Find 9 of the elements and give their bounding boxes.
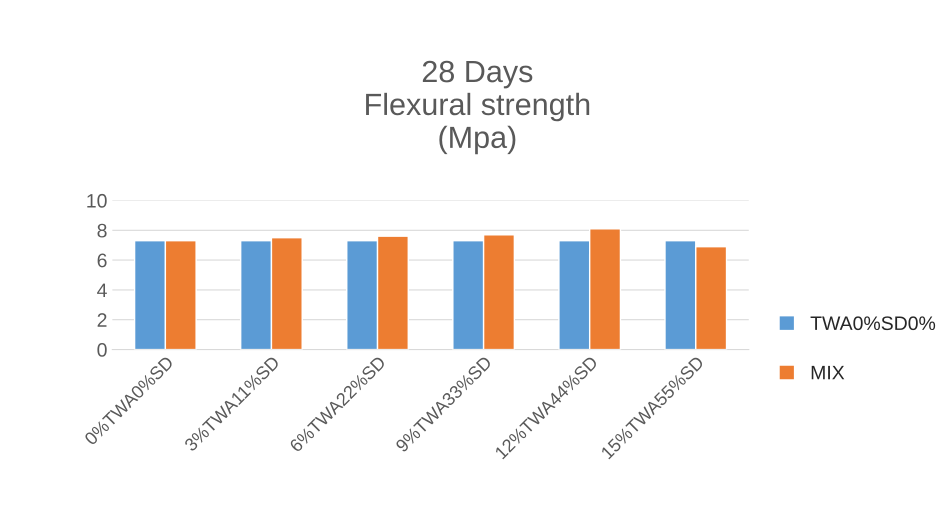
y-tick-label: 10 [87,194,107,208]
y-tick-label: 0 [97,342,107,357]
y-tick-label: 2 [98,313,106,327]
legend-label: MIX [812,366,844,380]
y-tick-label: 6 [98,254,107,268]
y-tick-label: 8 [97,224,107,238]
legend-label: TWA0%SD0% [810,316,936,330]
chart-title: 28 Days Flexural strength (Mpa) [366,60,590,154]
y-tick-label: 4 [97,284,107,297]
